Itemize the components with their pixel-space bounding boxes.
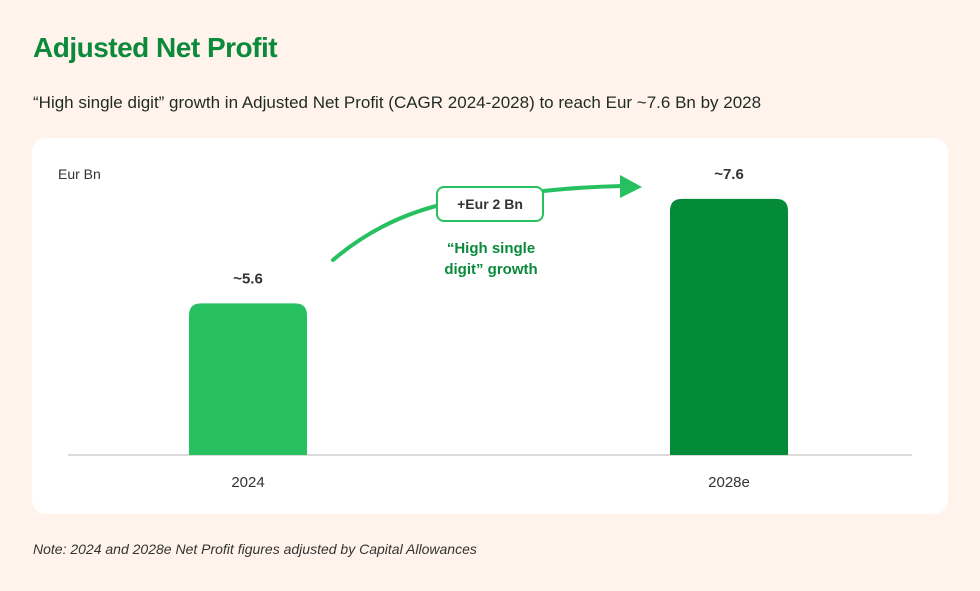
footnote: Note: 2024 and 2028e Net Profit figures … xyxy=(33,541,477,557)
growth-label-line2: digit” growth xyxy=(444,261,537,278)
growth-label-line1: “High single xyxy=(447,240,535,257)
bar-2028e xyxy=(670,198,788,456)
x-tick-label: 2028e xyxy=(708,474,750,491)
page-title: Adjusted Net Profit xyxy=(33,32,278,63)
growth-arrow-curve xyxy=(331,203,442,262)
growth-arrow-tail xyxy=(542,184,623,193)
x-tick-label: 2024 xyxy=(231,474,264,491)
bar-2024 xyxy=(189,303,307,455)
arrow-head-icon xyxy=(620,175,642,198)
y-axis-label: Eur Bn xyxy=(58,166,101,182)
data-label: ~5.6 xyxy=(233,270,263,287)
page-subtitle: “High single digit” growth in Adjusted N… xyxy=(33,93,762,112)
delta-label: +Eur 2 Bn xyxy=(457,196,523,212)
delta-badge xyxy=(436,186,544,222)
data-label: ~7.6 xyxy=(714,166,744,183)
